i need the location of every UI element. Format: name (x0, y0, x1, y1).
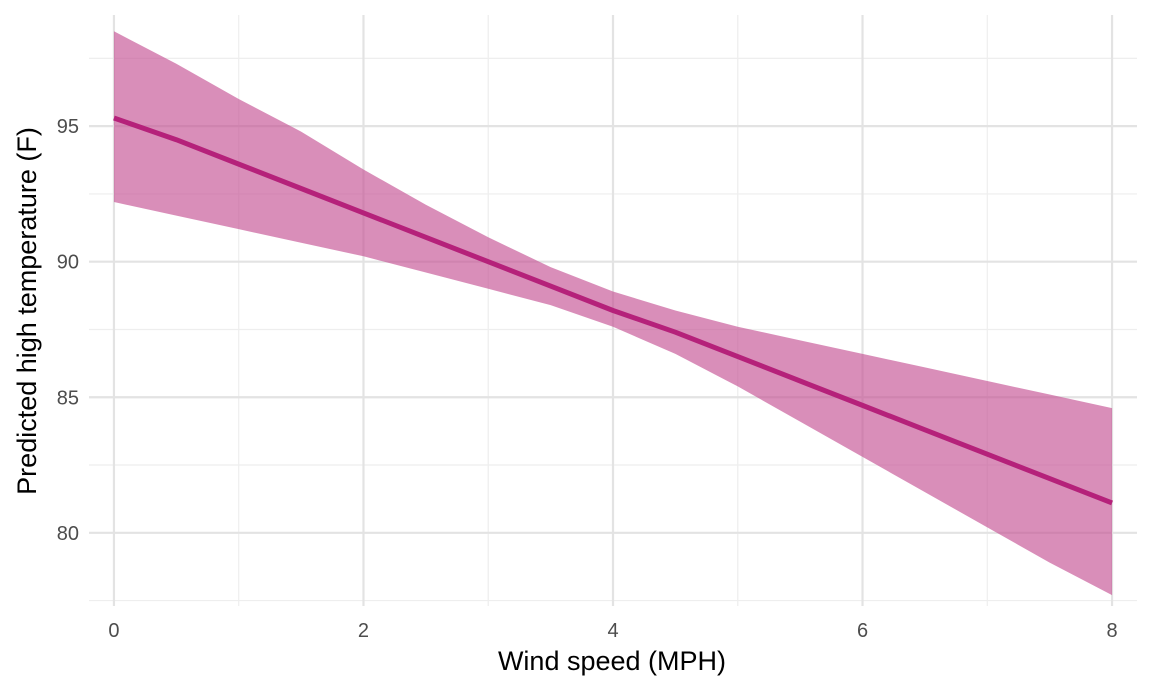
x-tick-label: 2 (358, 620, 369, 642)
y-axis-title: Predicted high temperature (F) (12, 127, 42, 495)
confidence-ribbon-layer (113, 31, 1113, 596)
confidence-ribbon (113, 31, 1113, 596)
y-tick-label: 90 (57, 252, 79, 274)
x-tick-label: 8 (1106, 620, 1117, 642)
y-tick-label: 80 (57, 523, 79, 545)
y-tick-label: 95 (57, 116, 79, 138)
y-tick-label: 85 (57, 387, 79, 409)
tick-label-layer: 0 2 4 6 8 80 85 90 95 (57, 116, 1118, 642)
x-tick-label: 6 (857, 620, 868, 642)
prediction-line (113, 115, 1113, 506)
prediction-line-layer (113, 115, 1113, 506)
x-tick-label: 0 (108, 620, 119, 642)
x-axis-title: Wind speed (MPH) (498, 646, 726, 676)
x-tick-label: 4 (607, 620, 618, 642)
